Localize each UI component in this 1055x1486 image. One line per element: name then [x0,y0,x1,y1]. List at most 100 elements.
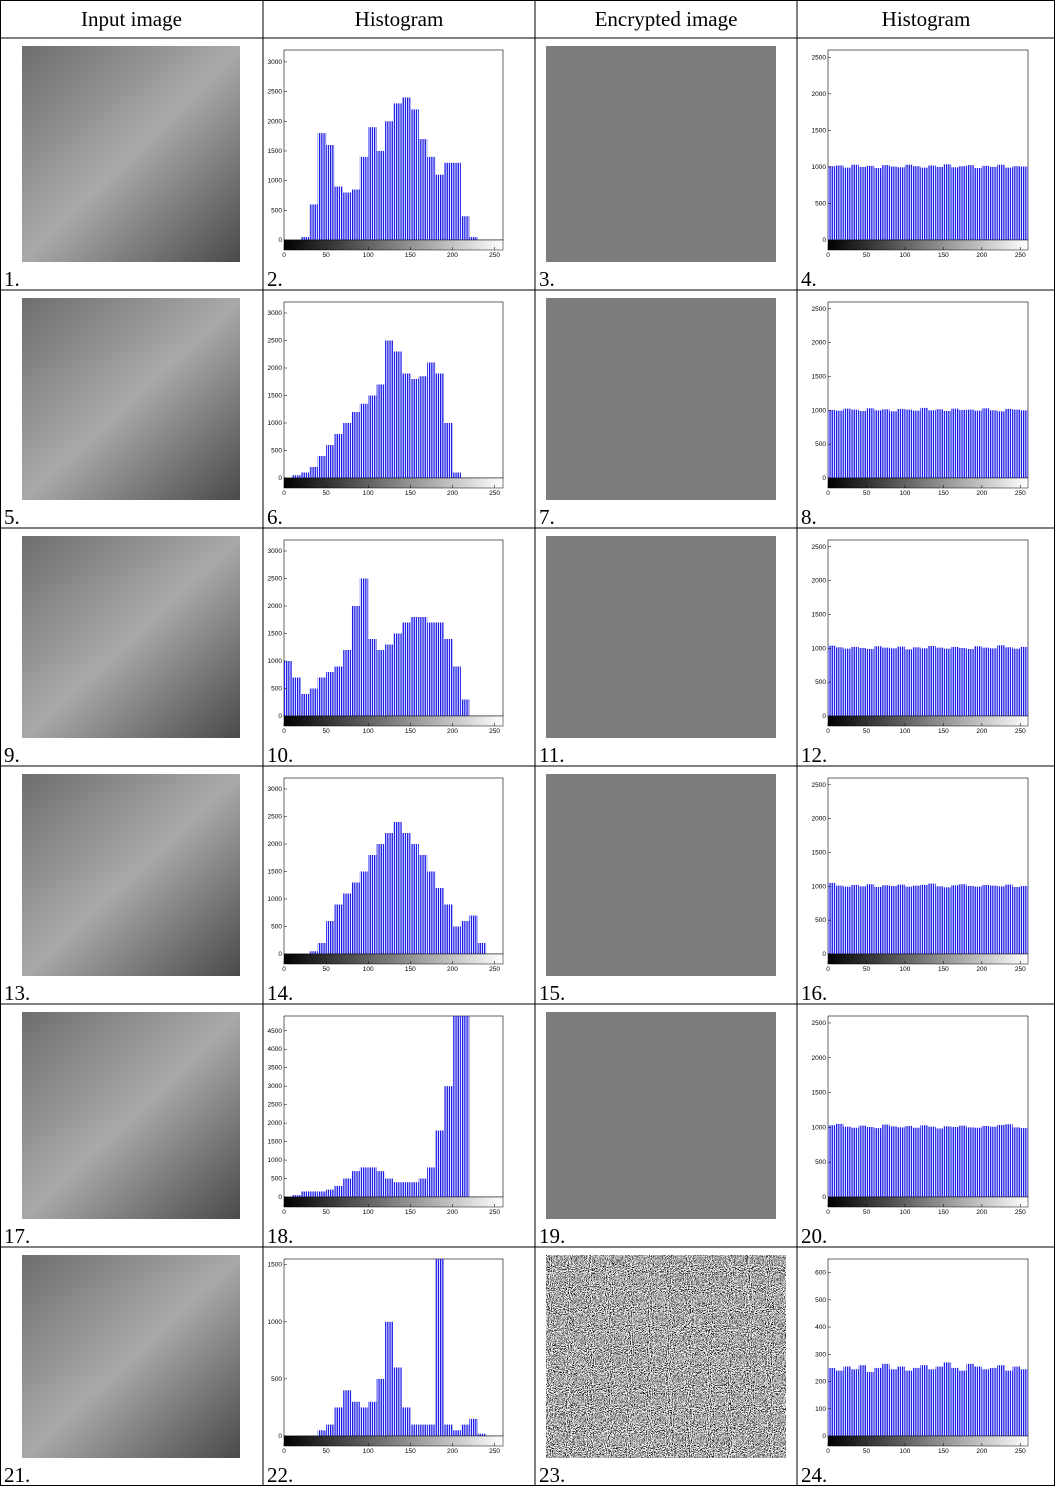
x-tick-label: 150 [405,728,416,735]
histogram-bar [997,411,1005,478]
histogram-bar [858,1125,867,1197]
histogram-bar [966,165,975,240]
histogram-bar [897,646,905,716]
y-tick-label: 1500 [268,869,283,876]
histogram-bar [334,1185,343,1197]
x-tick-label: 100 [899,728,910,735]
y-tick-label: 2500 [268,338,283,345]
cell-label: 11. [539,743,564,767]
x-tick-label: 200 [447,1209,458,1216]
input-image [22,536,240,738]
y-tick-label: 0 [278,1194,282,1201]
y-tick-label: 4500 [268,1028,283,1035]
bars [292,340,461,478]
input-image [22,46,240,262]
histogram-bar [452,1430,461,1436]
histogram-bar [958,1125,967,1197]
histogram-bar [460,699,470,716]
cell-label: 14. [267,981,293,1005]
x-tick-label: 250 [489,490,500,497]
histogram-bar [368,639,377,716]
x-tick-label: 100 [363,490,374,497]
encrypted-image [546,1012,776,1219]
gray-colorbar [283,1435,504,1447]
histogram-bar [376,384,386,478]
histogram-bar [1004,884,1013,954]
x-tick-label: 200 [976,252,987,259]
histogram-bar [866,648,875,716]
histogram-bar [418,855,428,954]
y-tick-label: 500 [271,686,282,693]
histogram-bar [368,1167,377,1197]
x-tick-label: 0 [826,728,830,735]
histogram-bar [928,410,936,478]
y-tick-label: 0 [278,237,282,244]
x-tick-label: 50 [322,490,330,497]
histogram-bar [452,162,461,240]
histogram-bar [981,647,990,716]
histogram-bar [444,639,453,716]
histogram-bar [418,376,428,478]
y-tick-label: 1000 [812,883,827,890]
encrypted-image [546,46,776,262]
histogram-bar [889,648,898,716]
x-tick-label: 250 [1015,966,1026,973]
y-tick-label: 2000 [268,1120,283,1127]
histogram-bar [1012,1127,1021,1197]
x-tick-label: 200 [447,252,458,259]
input-image [22,774,240,976]
y-tick-label: 1500 [812,127,827,134]
histogram-bar [920,167,928,240]
y-tick-label: 2000 [812,1055,827,1062]
histogram-bar [477,1433,487,1436]
column-header: Encrypted image [595,7,738,31]
histogram-bar [393,1367,402,1436]
histogram-bar [974,410,982,478]
gray-colorbar [827,1435,1029,1447]
histogram-bar [326,672,335,716]
histogram-bar [309,204,318,240]
x-tick-label: 200 [976,728,987,735]
y-tick-label: 1000 [812,407,827,414]
histogram-bar [326,445,335,478]
histogram-bar [469,1418,478,1436]
histogram-bar [342,650,352,716]
histogram-bar [835,1123,844,1197]
histogram-bar [300,694,310,716]
x-tick-label: 50 [863,1209,871,1216]
y-tick-label: 1000 [268,658,283,665]
histogram-bar [1012,648,1021,716]
y-tick-label: 500 [271,448,282,455]
histogram-bar [418,1424,428,1436]
histogram-bar [292,677,301,716]
histogram-bar [989,410,998,478]
y-tick-label: 1000 [812,645,827,652]
histogram-bar [1020,1128,1028,1197]
histogram-bar [920,1125,928,1197]
histogram-bar [317,943,327,954]
histogram-bar [385,644,394,716]
cell-label: 1. [4,267,20,291]
x-tick-label: 250 [1015,490,1026,497]
y-tick-label: 2500 [812,306,827,313]
x-tick-label: 100 [899,252,910,259]
x-tick-label: 250 [1015,728,1026,735]
histogram-bar [435,373,445,478]
x-tick-label: 100 [363,1209,374,1216]
histogram-bar [897,884,905,954]
y-tick-label: 200 [815,1379,826,1386]
y-tick-label: 2000 [812,91,827,98]
y-tick-label: 1000 [268,896,283,903]
histogram-bar [309,467,318,478]
histogram-bar [401,1182,411,1197]
histogram-bar [943,648,952,716]
x-tick-label: 100 [363,966,374,973]
histogram-bar [958,884,967,954]
x-tick-label: 100 [363,252,374,259]
y-tick-label: 500 [815,1159,826,1166]
histogram-bar [935,886,944,954]
histogram-bar [920,884,928,954]
x-tick-label: 200 [447,728,458,735]
cell-label: 18. [267,1224,293,1248]
cell-label: 19. [539,1224,565,1248]
